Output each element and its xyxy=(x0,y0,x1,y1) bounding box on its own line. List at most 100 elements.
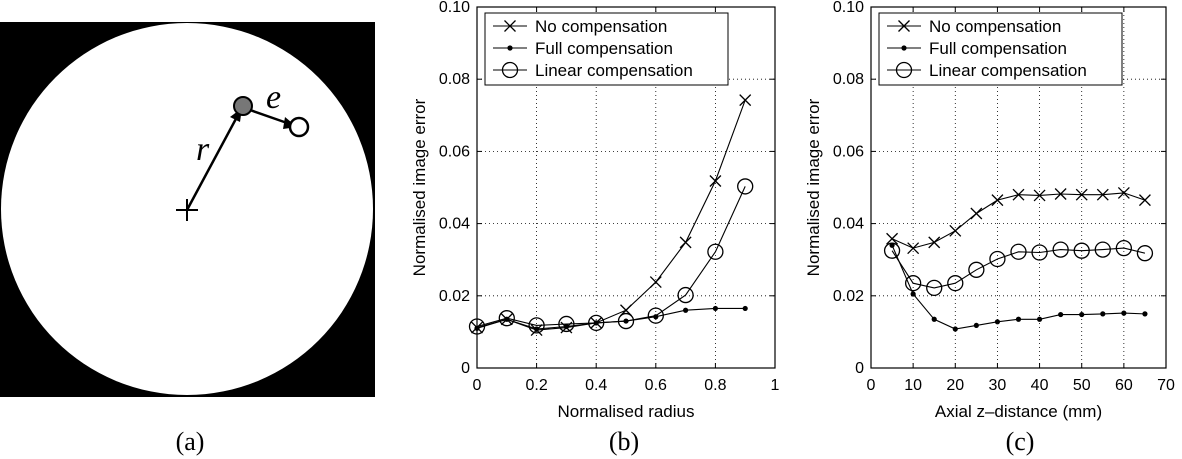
data-point-x-stroke-2 xyxy=(907,242,920,255)
data-point-dot xyxy=(474,325,480,331)
data-point-x-stroke-2 xyxy=(709,175,722,187)
data-point-x-stroke-2 xyxy=(928,236,941,249)
series-line-x xyxy=(891,192,1146,249)
data-point-x xyxy=(1075,188,1088,201)
data-point-circle xyxy=(1115,239,1133,257)
data-point-x-stroke-2 xyxy=(739,94,752,107)
e-label: e xyxy=(266,79,281,116)
data-point-x-stroke-2 xyxy=(1117,186,1130,199)
data-point-x-stroke-2 xyxy=(1096,188,1109,201)
legend-marker-dot xyxy=(507,45,513,51)
panel-a-diagram: r e xyxy=(0,22,375,397)
data-point-dot xyxy=(952,326,958,332)
data-point-circle xyxy=(468,318,486,335)
data-point-x xyxy=(970,207,983,220)
y-tick-label: 0.04 xyxy=(439,216,470,233)
plot-frame xyxy=(476,6,776,369)
legend-marker-x xyxy=(504,20,516,32)
data-point-dot xyxy=(994,319,1001,325)
y-tick-label: 0.04 xyxy=(833,216,864,233)
data-point-circle xyxy=(1094,241,1111,258)
data-point-x xyxy=(739,94,752,107)
data-point-circle xyxy=(947,275,964,292)
panel-label-a: (a) xyxy=(176,427,205,456)
data-point-x-stroke-2 xyxy=(1012,188,1025,201)
legend-label: No compensation xyxy=(929,17,1061,36)
data-point-dot xyxy=(1100,311,1106,317)
legend-marker-x-stroke-2 xyxy=(898,20,910,32)
x-tick-label: 0 xyxy=(473,377,482,394)
data-point-x-stroke-2 xyxy=(1075,188,1088,201)
data-point-x-stroke-2 xyxy=(970,207,983,220)
data-point-x xyxy=(649,276,662,289)
x-tick-label: 30 xyxy=(989,377,1007,394)
data-point-x xyxy=(1012,188,1025,201)
data-point-circle xyxy=(883,242,901,259)
x-tick-label: 0.6 xyxy=(645,377,667,394)
x-axis-label: Axial z–distance (mm) xyxy=(935,402,1102,421)
data-point-circle xyxy=(1031,244,1048,261)
data-point-dot xyxy=(1015,316,1022,322)
x-tick-label: 0.4 xyxy=(585,377,607,394)
data-point-dot xyxy=(563,323,570,330)
legend-marker-x xyxy=(898,20,910,32)
data-point-circle xyxy=(968,261,985,278)
series-line-circle xyxy=(476,186,746,328)
observed-position-circle xyxy=(288,116,310,138)
data-point-dot xyxy=(1058,311,1064,318)
chart-c: 0 10 20 30 40 50 60 70 0 0.02 0.04 0.06 0.08 0.10 Axia… xyxy=(804,0,1175,421)
legend-marker-circle xyxy=(501,61,519,79)
plot-frame xyxy=(870,6,1167,369)
y-axis-label: Normalised image error xyxy=(804,98,823,276)
r-arrow-line xyxy=(185,114,240,211)
data-point-circle xyxy=(707,243,724,260)
data-point-x xyxy=(907,242,920,255)
data-point-x xyxy=(679,236,692,249)
data-point-circle xyxy=(926,279,943,297)
y-tick-label: 0.06 xyxy=(833,143,864,160)
data-point-x xyxy=(886,232,899,245)
x-tick-label: 0.8 xyxy=(704,377,726,394)
data-point-x-stroke-2 xyxy=(991,194,1004,207)
legend-label: Full compensation xyxy=(535,39,673,58)
x-axis-label: Normalised radius xyxy=(558,402,695,421)
legend-label: Linear compensation xyxy=(929,61,1087,80)
series-line-circle xyxy=(891,247,1146,289)
x-tick-label: 1 xyxy=(771,377,780,394)
legend-label: Full compensation xyxy=(929,39,1067,58)
y-axis-label: Normalised image error xyxy=(410,98,429,276)
y-tick-label: 0 xyxy=(461,360,470,377)
r-label: r xyxy=(196,131,210,168)
data-point-x-stroke-2 xyxy=(886,232,899,245)
data-point-circle xyxy=(989,250,1006,268)
data-point-dot xyxy=(1036,316,1043,322)
data-point-dot xyxy=(712,305,719,312)
data-point-dot xyxy=(889,242,895,248)
legend-box xyxy=(878,12,1123,86)
panel-label-b: (b) xyxy=(609,427,639,456)
chart-b: 0 0.2 0.4 0.6 0.8 1 0 0.02 0.04 0.06 0.08 0.10 Norma… xyxy=(410,0,780,421)
data-point-circle xyxy=(1052,241,1069,258)
data-point-circle xyxy=(498,310,515,327)
data-point-dot xyxy=(931,316,937,322)
data-point-circle xyxy=(737,178,754,195)
data-point-dot xyxy=(1121,310,1127,316)
legend-label: Linear compensation xyxy=(535,61,693,80)
x-tick-label: 20 xyxy=(946,377,964,394)
x-tick-label: 0 xyxy=(867,377,876,394)
data-point-circle xyxy=(528,317,545,334)
e-arrow-line xyxy=(249,108,291,126)
data-point-dot xyxy=(1142,311,1148,317)
data-point-x xyxy=(1138,194,1151,207)
data-point-dot xyxy=(910,291,916,297)
panel-label-c: (c) xyxy=(1006,427,1035,456)
data-point-circle xyxy=(647,307,664,324)
x-tick-label: 60 xyxy=(1115,377,1133,394)
legend-marker-circle xyxy=(895,61,913,79)
data-point-circle xyxy=(1136,245,1154,262)
x-tick-label: 10 xyxy=(904,377,922,394)
data-point-x-stroke-2 xyxy=(1138,194,1151,207)
data-point-x xyxy=(1054,188,1067,200)
data-point-x-stroke-2 xyxy=(649,276,662,289)
